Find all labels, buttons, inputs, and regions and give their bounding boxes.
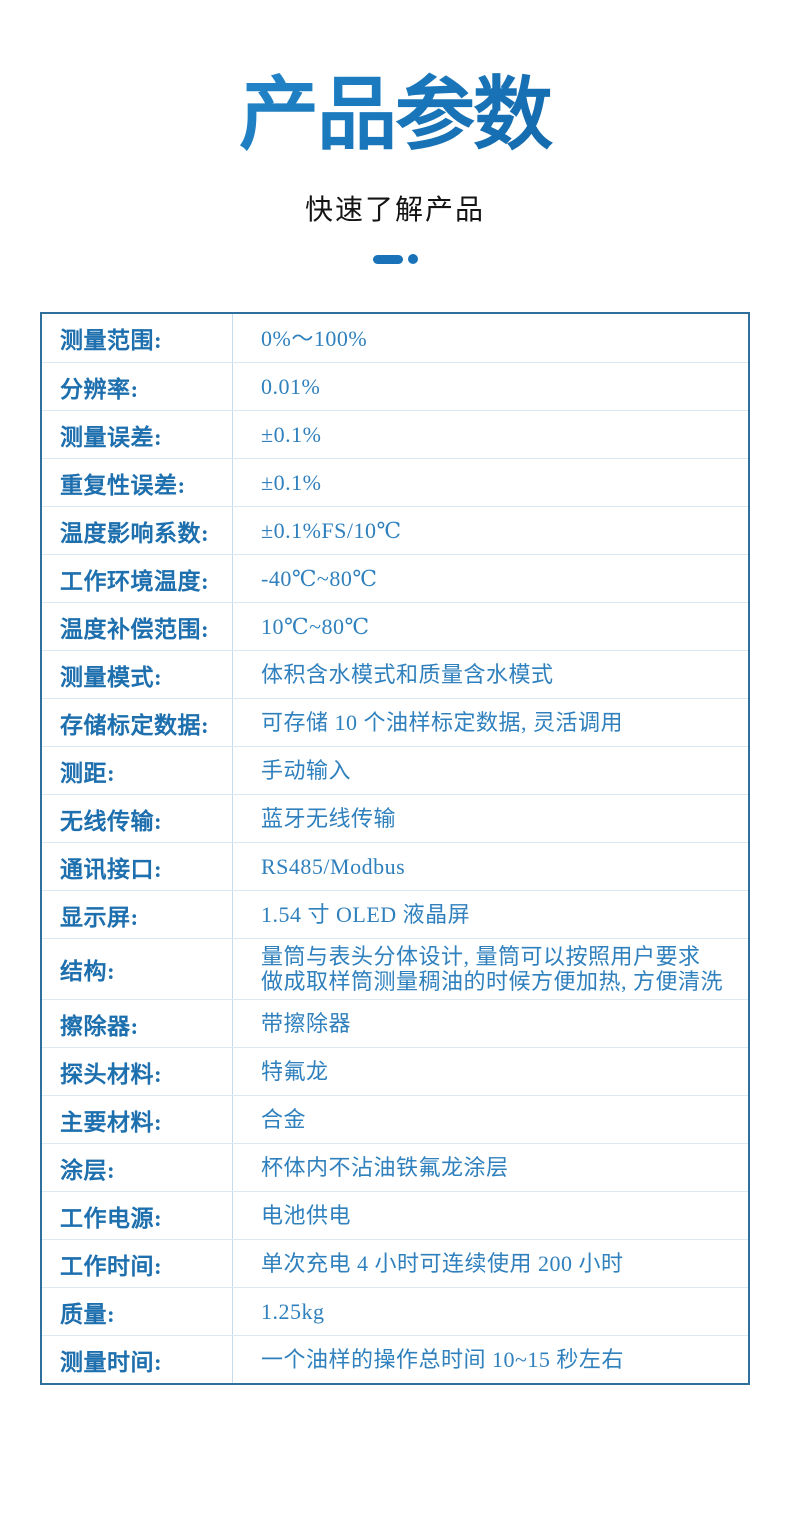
spec-value: 体积含水模式和质量含水模式: [261, 662, 554, 687]
spec-row: 分辨率: 0.01%: [42, 362, 748, 410]
spec-value: 一个油样的操作总时间 10~15 秒左右: [261, 1347, 624, 1372]
spec-label: 测量范围:: [42, 314, 233, 362]
spec-row: 质量: 1.25kg: [42, 1287, 748, 1335]
spec-row: 测量范围: 0%～100%: [42, 314, 748, 362]
spec-value: ±0.1%: [261, 470, 322, 495]
spec-value: 带擦除器: [261, 1011, 352, 1036]
spec-label: 无线传输:: [42, 795, 233, 842]
spec-row: 测距: 手动输入: [42, 746, 748, 794]
spec-row: 主要材料: 合金: [42, 1095, 748, 1143]
spec-row: 存储标定数据: 可存储 10 个油样标定数据, 灵活调用: [42, 698, 748, 746]
spec-label: 温度影响系数:: [42, 507, 233, 554]
spec-value: -40℃~80℃: [261, 566, 378, 591]
spec-value: 0%～100%: [261, 325, 368, 351]
spec-value: 合金: [261, 1107, 307, 1132]
spec-row: 工作电源: 电池供电: [42, 1191, 748, 1239]
spec-row: 显示屏: 1.54 寸 OLED 液晶屏: [42, 890, 748, 938]
spec-row: 重复性误差: ±0.1%: [42, 458, 748, 506]
spec-label: 分辨率:: [42, 363, 233, 410]
spec-row: 温度影响系数: ±0.1%FS/10℃: [42, 506, 748, 554]
spec-value: 电池供电: [261, 1203, 352, 1228]
spec-row: 无线传输: 蓝牙无线传输: [42, 794, 748, 842]
spec-value: 单次充电 4 小时可连续使用 200 小时: [261, 1251, 624, 1276]
spec-value: 特氟龙: [261, 1059, 329, 1084]
title-divider: [0, 254, 790, 264]
spec-row: 工作环境温度: -40℃~80℃: [42, 554, 748, 602]
spec-value: 0.01%: [261, 374, 321, 399]
spec-label: 测量时间:: [42, 1336, 233, 1383]
spec-label: 温度补偿范围:: [42, 603, 233, 650]
spec-row: 工作时间: 单次充电 4 小时可连续使用 200 小时: [42, 1239, 748, 1287]
spec-value: 10℃~80℃: [261, 614, 370, 639]
spec-label: 探头材料:: [42, 1048, 233, 1095]
product-parameters-page: 产品参数 快速了解产品 测量范围: 0%～100% 分辨率: 0.01% 测量误差: ±0…: [0, 70, 790, 1530]
page-title: 产品参数: [0, 70, 790, 162]
spec-value: 1.54 寸 OLED 液晶屏: [261, 902, 471, 927]
spec-label: 测距:: [42, 747, 233, 794]
spec-value: 可存储 10 个油样标定数据, 灵活调用: [261, 710, 624, 735]
page-subtitle: 快速了解产品: [304, 194, 485, 225]
spec-label: 主要材料:: [42, 1096, 233, 1143]
spec-label: 工作环境温度:: [42, 555, 233, 602]
spec-row: 通讯接口: RS485/Modbus: [42, 842, 748, 890]
spec-label: 工作时间:: [42, 1240, 233, 1287]
spec-label: 结构:: [42, 939, 233, 999]
spec-label: 显示屏:: [42, 891, 233, 938]
spec-value: 杯体内不沾油铁氟龙涂层: [261, 1155, 509, 1180]
spec-row: 温度补偿范围: 10℃~80℃: [42, 602, 748, 650]
spec-value: ±0.1%FS/10℃: [261, 518, 402, 543]
spec-row: 擦除器: 带擦除器: [42, 999, 748, 1047]
spec-row: 探头材料: 特氟龙: [42, 1047, 748, 1095]
spec-row: 测量模式: 体积含水模式和质量含水模式: [42, 650, 748, 698]
spec-row: 测量时间: 一个油样的操作总时间 10~15 秒左右: [42, 1335, 748, 1383]
spec-value: RS485/Modbus: [261, 854, 406, 879]
spec-value: 手动输入: [261, 758, 352, 783]
spec-value: 蓝牙无线传输: [261, 806, 397, 831]
spec-label: 质量:: [42, 1288, 233, 1335]
spec-table: 测量范围: 0%～100% 分辨率: 0.01% 测量误差: ±0.1% 重复性误差: ±0.…: [40, 312, 750, 1385]
spec-label: 测量模式:: [42, 651, 233, 698]
spec-label: 擦除器:: [42, 1000, 233, 1047]
spec-label: 存储标定数据:: [42, 699, 233, 746]
spec-value: ±0.1%: [261, 422, 322, 447]
spec-label: 通讯接口:: [42, 843, 233, 890]
spec-row: 测量误差: ±0.1%: [42, 410, 748, 458]
spec-label: 工作电源:: [42, 1192, 233, 1239]
spec-label: 涂层:: [42, 1144, 233, 1191]
spec-row: 涂层: 杯体内不沾油铁氟龙涂层: [42, 1143, 748, 1191]
spec-value: 量筒与表头分体设计, 量筒可以按照用户要求 做成取样筒测量稠油的时候方便加热, …: [261, 944, 724, 994]
spec-label: 测量误差:: [42, 411, 233, 458]
spec-label: 重复性误差:: [42, 459, 233, 506]
spec-value: 1.25kg: [261, 1299, 325, 1324]
spec-row: 结构: 量筒与表头分体设计, 量筒可以按照用户要求 做成取样筒测量稠油的时候方便加…: [42, 938, 748, 999]
divider-dot-icon: [407, 254, 418, 264]
divider-bar-icon: [372, 254, 403, 264]
